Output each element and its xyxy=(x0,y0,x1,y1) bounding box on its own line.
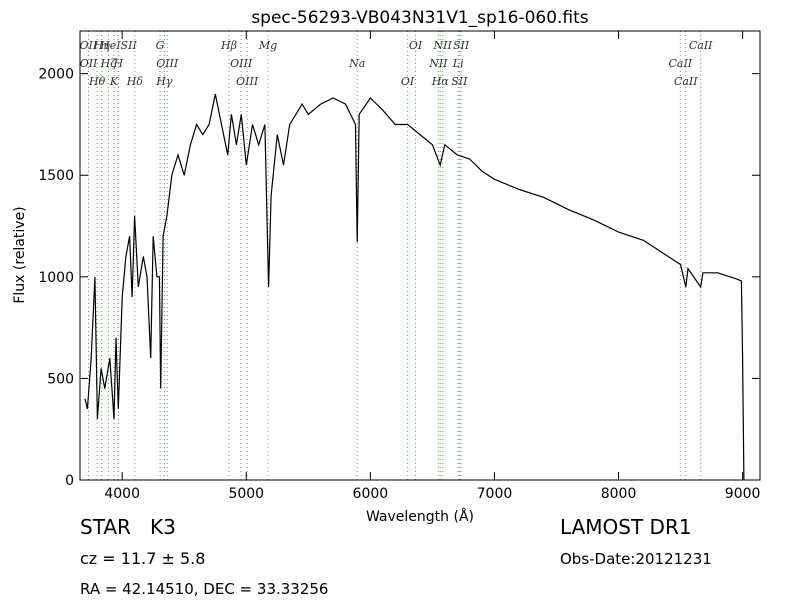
coords-label: RA = 42.14510, DEC = 33.33256 xyxy=(80,580,328,598)
y-tick-label: 1000 xyxy=(38,270,74,286)
x-tick-label: 7000 xyxy=(477,486,513,502)
spectral-line-label: OIII xyxy=(156,57,179,70)
y-tick-label: 1500 xyxy=(38,168,74,184)
x-tick-label: 4000 xyxy=(104,486,140,502)
spectral-line-label: Mg xyxy=(258,39,277,52)
spectral-line-label: SII xyxy=(453,39,470,52)
spectral-line-label: Hη xyxy=(93,39,111,52)
x-tick-label: 9000 xyxy=(725,486,761,502)
spectral-line-label: G xyxy=(156,39,165,52)
spectral-line-label: CaII xyxy=(674,75,698,88)
spectral-line-label: Li xyxy=(452,57,464,70)
y-tick-label: 0 xyxy=(65,473,74,489)
spectral-line-label: SII xyxy=(451,75,468,88)
chart-title: spec-56293-VB043N31V1_sp16-060.fits xyxy=(251,8,588,28)
spectral-line-label: Hθ xyxy=(88,75,106,88)
y-tick-label: 2000 xyxy=(38,67,74,83)
spectral-line-label: Na xyxy=(348,57,365,70)
spectral-line-label: OI xyxy=(401,75,415,88)
spectral-line-label: Hζ xyxy=(100,57,118,70)
spectral-line-label: OIII xyxy=(236,75,259,88)
spectral-line-label: Hβ xyxy=(220,39,237,52)
cz-label: cz = 11.7 ± 5.8 xyxy=(80,549,205,568)
spectral-line-label: Hδ xyxy=(126,75,144,88)
spectral-line-label: OII xyxy=(80,57,98,70)
spectral-line-label: CaII xyxy=(668,57,692,70)
y-tick-label: 500 xyxy=(47,371,74,387)
spectral-line-label: H xyxy=(113,57,124,70)
spectral-line-label: K xyxy=(109,75,119,88)
spectral-line-label: NII xyxy=(428,57,448,70)
survey-label: LAMOST DR1 xyxy=(560,515,692,539)
x-tick-label: 8000 xyxy=(601,486,637,502)
plot-frame xyxy=(79,30,761,481)
object-label: STAR K3 xyxy=(80,515,176,539)
x-axis-label: Wavelength (Å) xyxy=(366,508,474,525)
spectral-line-label: Hγ xyxy=(155,75,173,88)
spectral-line-label: OIII xyxy=(230,57,253,70)
spectral-line-label: OII xyxy=(79,39,97,52)
spectral-line-label: Hα xyxy=(431,75,450,88)
y-axis-label: Flux (relative) xyxy=(12,206,28,303)
x-tick-label: 6000 xyxy=(353,486,389,502)
spectral-line-label: OI xyxy=(409,39,423,52)
spectrum-line xyxy=(84,93,745,481)
date-label: Obs-Date:20121231 xyxy=(560,550,712,568)
spectral-line-label: NII xyxy=(433,39,453,52)
x-tick-label: 5000 xyxy=(228,486,264,502)
spectral-line-label: CaII xyxy=(689,39,713,52)
spectral-line-label: HeISII xyxy=(99,39,137,52)
